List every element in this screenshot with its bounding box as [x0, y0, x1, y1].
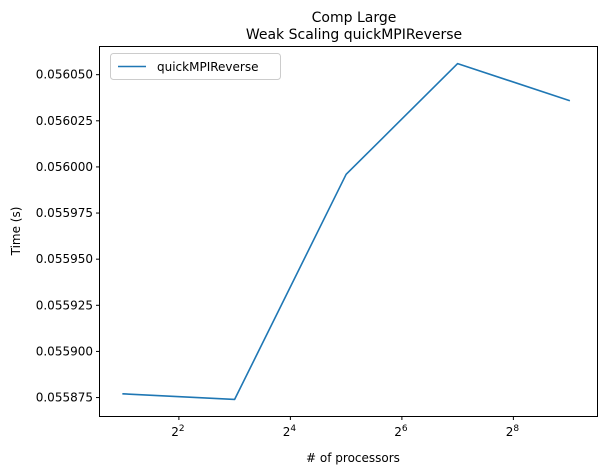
x-tick-label: 26	[394, 424, 408, 439]
y-tick-label: 0.055925	[36, 298, 93, 312]
chart-subtitle: Weak Scaling quickMPIReverse	[246, 27, 462, 43]
legend-label: quickMPIReverse	[157, 60, 258, 74]
x-tick-label: 28	[506, 424, 520, 439]
legend: quickMPIReverse	[110, 53, 281, 80]
y-tick-label: 0.055875	[36, 391, 93, 405]
y-tick-label: 0.055900	[36, 344, 93, 358]
y-tick-label: 0.056000	[36, 160, 93, 174]
series-layer	[122, 62, 571, 401]
y-tick-label: 0.056025	[36, 114, 93, 128]
plot-frame	[99, 46, 598, 417]
x-axis-ticks: 22 24 26 28	[171, 416, 519, 439]
x-tick-label: 24	[283, 424, 297, 439]
series-line-0	[122, 62, 571, 401]
y-tick-label: 0.055975	[36, 206, 93, 220]
x-tick-label: 22	[171, 424, 184, 439]
y-tick-label: 0.056050	[36, 68, 93, 82]
chart-title: Comp Large	[312, 10, 397, 26]
y-axis-ticks: 0.055875 0.055900 0.055925 0.055950 0.055975…	[36, 68, 100, 405]
y-tick-label: 0.055950	[36, 252, 93, 266]
x-axis-label: # of processors	[306, 451, 400, 465]
y-axis-label: Time (s)	[9, 207, 23, 257]
legend-box	[110, 53, 281, 80]
